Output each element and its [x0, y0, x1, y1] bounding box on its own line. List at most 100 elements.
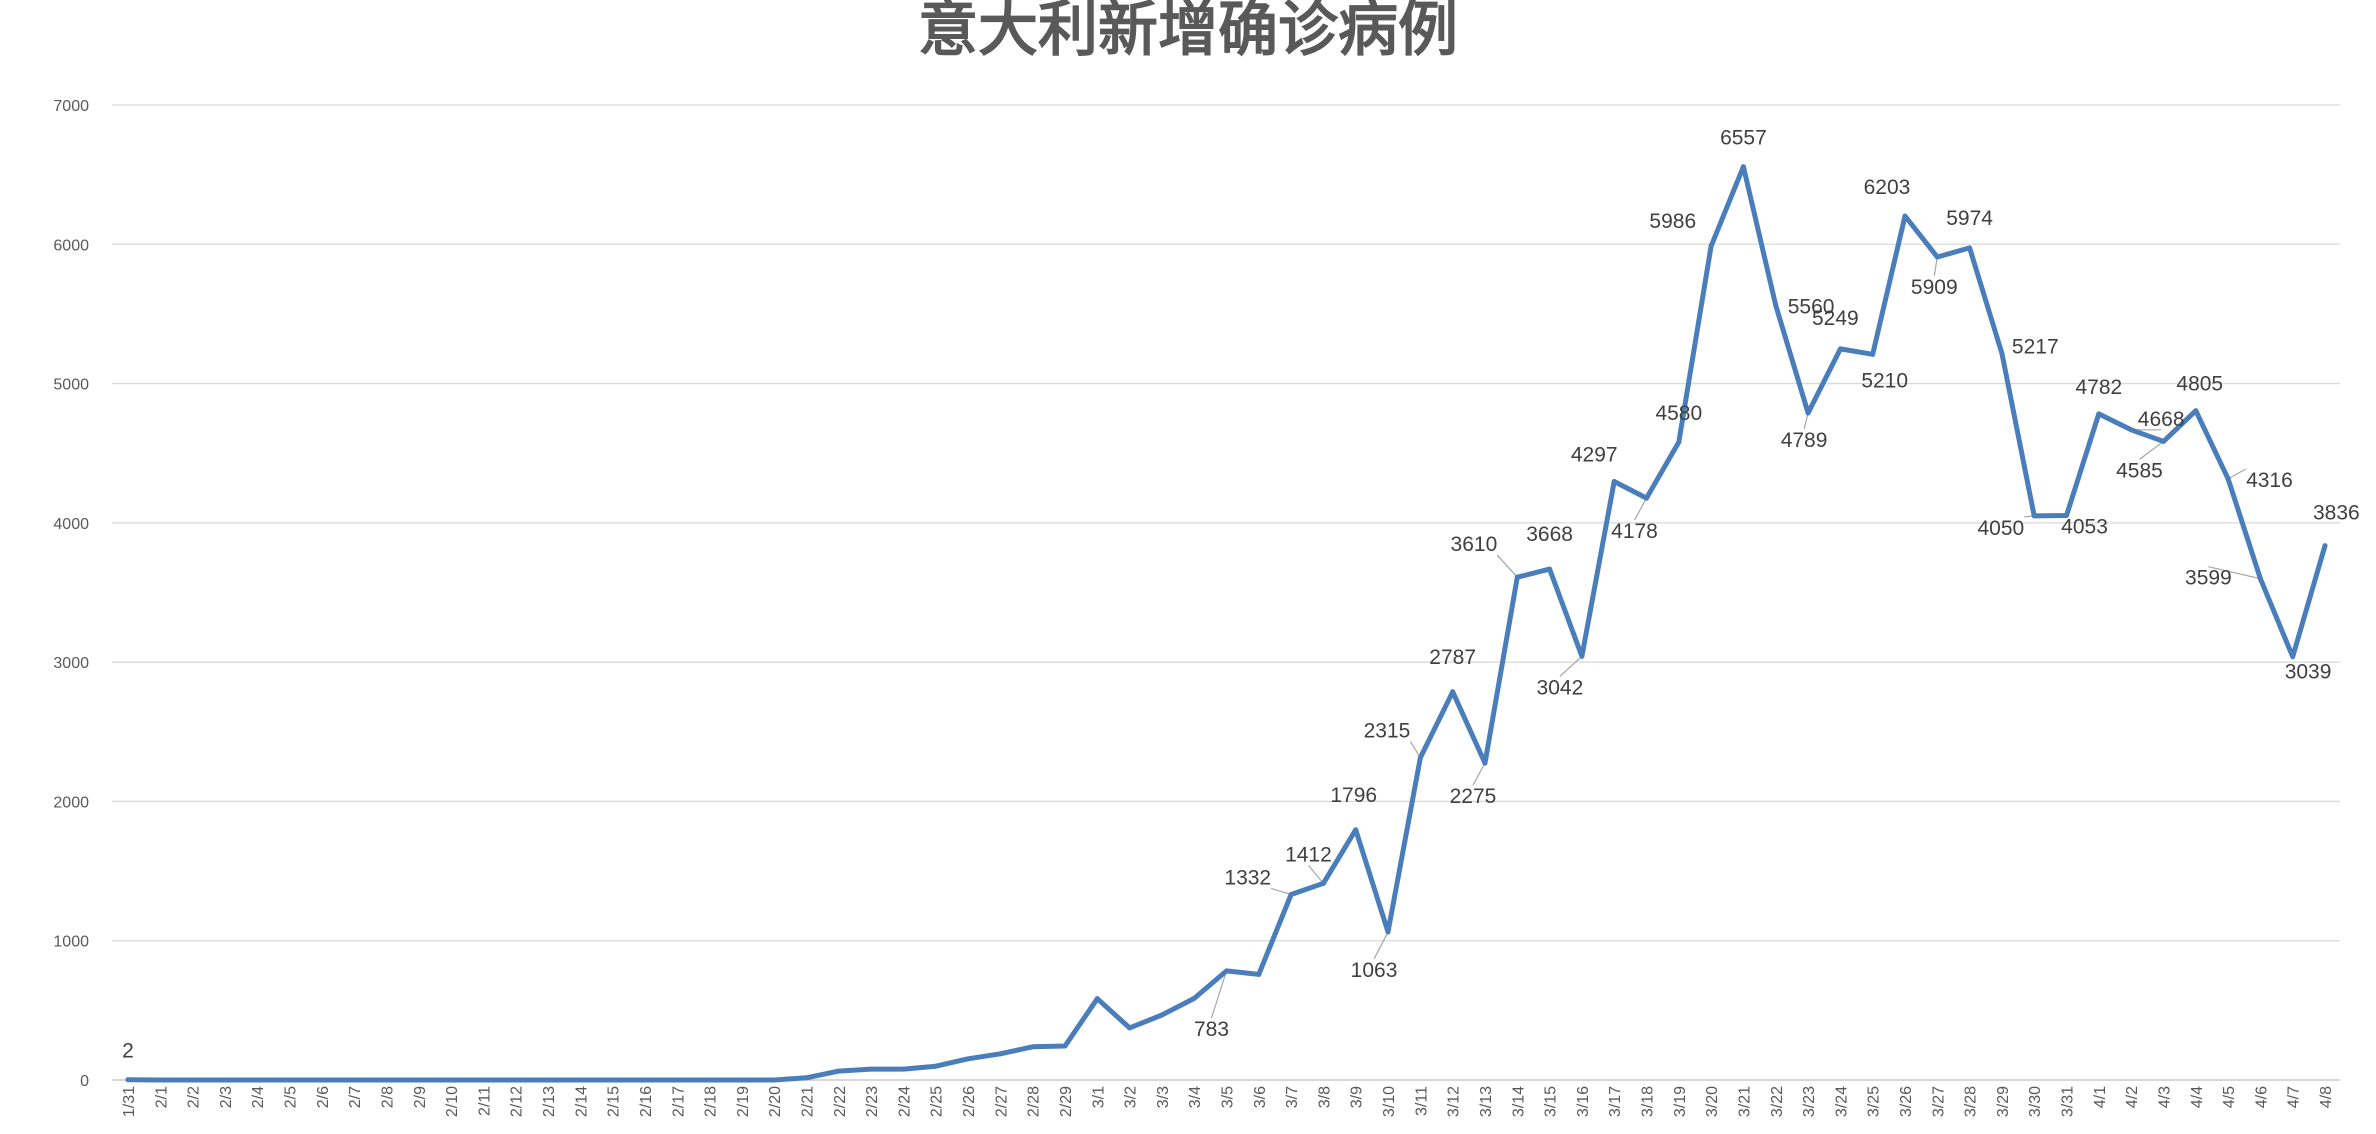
data-label: 4178	[1611, 520, 1658, 543]
data-label: 4297	[1571, 443, 1618, 466]
x-tick-label: 2/6	[315, 1086, 332, 1108]
y-tick-label: 3000	[53, 655, 89, 672]
x-tick-label: 3/26	[1898, 1086, 1915, 1117]
data-point	[933, 1063, 939, 1069]
leader-line	[1373, 931, 1389, 960]
y-tick-label: 0	[80, 1073, 89, 1090]
data-point	[1094, 996, 1100, 1002]
data-point	[1611, 478, 1617, 484]
data-point	[1708, 243, 1714, 249]
data-point	[803, 1075, 809, 1081]
data-point	[739, 1077, 745, 1083]
x-tick-label: 2/2	[186, 1086, 203, 1108]
data-label: 3039	[2285, 661, 2332, 684]
x-tick-label: 2/23	[864, 1086, 881, 1117]
x-tick-label: 2/28	[1026, 1086, 1043, 1117]
leader-line	[1409, 741, 1421, 758]
x-tick-label: 3/17	[1607, 1086, 1624, 1117]
x-tick-label: 3/29	[1995, 1086, 2012, 1117]
x-tick-label: 3/9	[1349, 1086, 1366, 1108]
x-tick-label: 3/15	[1543, 1086, 1560, 1117]
data-point	[1385, 929, 1391, 935]
data-label: 3610	[1451, 533, 1498, 556]
x-tick-label: 2/16	[638, 1086, 655, 1117]
x-tick-label: 3/2	[1123, 1086, 1140, 1108]
data-point	[2257, 576, 2263, 582]
x-tick-label: 3/14	[1510, 1086, 1527, 1117]
x-tick-label: 2/4	[250, 1086, 267, 1108]
data-point	[383, 1077, 389, 1083]
leader-line	[1270, 887, 1292, 896]
leader-line	[1803, 412, 1809, 430]
leader-line	[2208, 566, 2261, 580]
data-point	[1773, 303, 1779, 309]
data-point	[900, 1066, 906, 1072]
leader-line	[1933, 256, 1938, 277]
leader-line	[1210, 970, 1228, 1019]
data-label: 3668	[1526, 523, 1573, 546]
leader-line	[1307, 864, 1324, 884]
x-tick-label: 3/10	[1381, 1086, 1398, 1117]
data-point	[416, 1077, 422, 1083]
data-point	[1805, 410, 1811, 416]
x-axis-ticks: 1/31 2/1 2/2 2/3 2/4 2/5 2/6 2/7 2/8 2/9 2/10 2/11 2…	[121, 1086, 2335, 1117]
x-tick-label: 3/8	[1316, 1086, 1333, 1108]
x-tick-label: 2/11	[476, 1086, 493, 1116]
data-point	[1740, 164, 1746, 170]
data-point	[1417, 755, 1423, 761]
y-tick-label: 4000	[53, 516, 89, 533]
series-line	[125, 164, 2328, 1083]
x-tick-label: 3/7	[1284, 1086, 1301, 1108]
data-label: 2	[122, 1040, 134, 1063]
x-tick-label: 4/2	[2124, 1086, 2141, 1108]
x-tick-label: 2/22	[832, 1086, 849, 1117]
y-tick-label: 1000	[53, 934, 89, 951]
x-tick-label: 3/28	[1963, 1086, 1980, 1117]
gridlines	[112, 104, 2340, 1081]
x-tick-label: 2/24	[896, 1086, 913, 1117]
data-point	[2193, 408, 2199, 414]
x-tick-label: 2/17	[670, 1086, 687, 1117]
x-tick-label: 4/3	[2156, 1086, 2173, 1108]
x-tick-label: 1/31	[121, 1086, 138, 1117]
x-tick-label: 2/15	[606, 1086, 623, 1117]
data-point	[1837, 346, 1843, 352]
x-tick-label: 2/26	[961, 1086, 978, 1117]
data-label: 2787	[1429, 646, 1476, 669]
data-point	[1676, 439, 1682, 445]
leader-line	[1472, 762, 1486, 786]
leader-line	[2227, 468, 2247, 480]
x-tick-label: 3/5	[1220, 1086, 1237, 1108]
data-label: 4580	[1655, 402, 1702, 425]
leader-line	[2139, 440, 2164, 460]
data-point	[1579, 653, 1585, 659]
x-tick-label: 3/11	[1413, 1086, 1430, 1116]
x-tick-label: 3/21	[1736, 1086, 1753, 1117]
x-tick-label: 2/21	[799, 1086, 816, 1117]
data-point	[513, 1077, 519, 1083]
data-point	[2128, 427, 2134, 433]
x-tick-label: 2/7	[347, 1086, 364, 1108]
data-label: 5909	[1911, 276, 1958, 299]
data-label: 1796	[1330, 784, 1377, 807]
leader-line	[1496, 554, 1518, 578]
data-point	[1320, 880, 1326, 886]
data-point	[1999, 350, 2005, 356]
x-tick-label: 3/31	[2060, 1086, 2077, 1117]
chart-title: 意大利新增确诊病例	[918, 0, 1458, 65]
data-point	[2322, 543, 2328, 549]
data-point	[319, 1077, 325, 1083]
x-tick-label: 3/24	[1833, 1086, 1850, 1117]
data-point	[965, 1056, 971, 1062]
data-point	[1450, 689, 1456, 695]
x-tick-label: 4/6	[2253, 1086, 2270, 1108]
y-tick-label: 2000	[53, 794, 89, 811]
data-label: 6203	[1864, 176, 1911, 199]
data-label: 5560	[1788, 296, 1835, 319]
data-point	[157, 1077, 163, 1083]
data-point	[480, 1077, 486, 1083]
data-label: 4668	[2138, 408, 2185, 431]
x-tick-label: 2/8	[379, 1086, 396, 1108]
x-tick-label: 2/20	[767, 1086, 784, 1117]
